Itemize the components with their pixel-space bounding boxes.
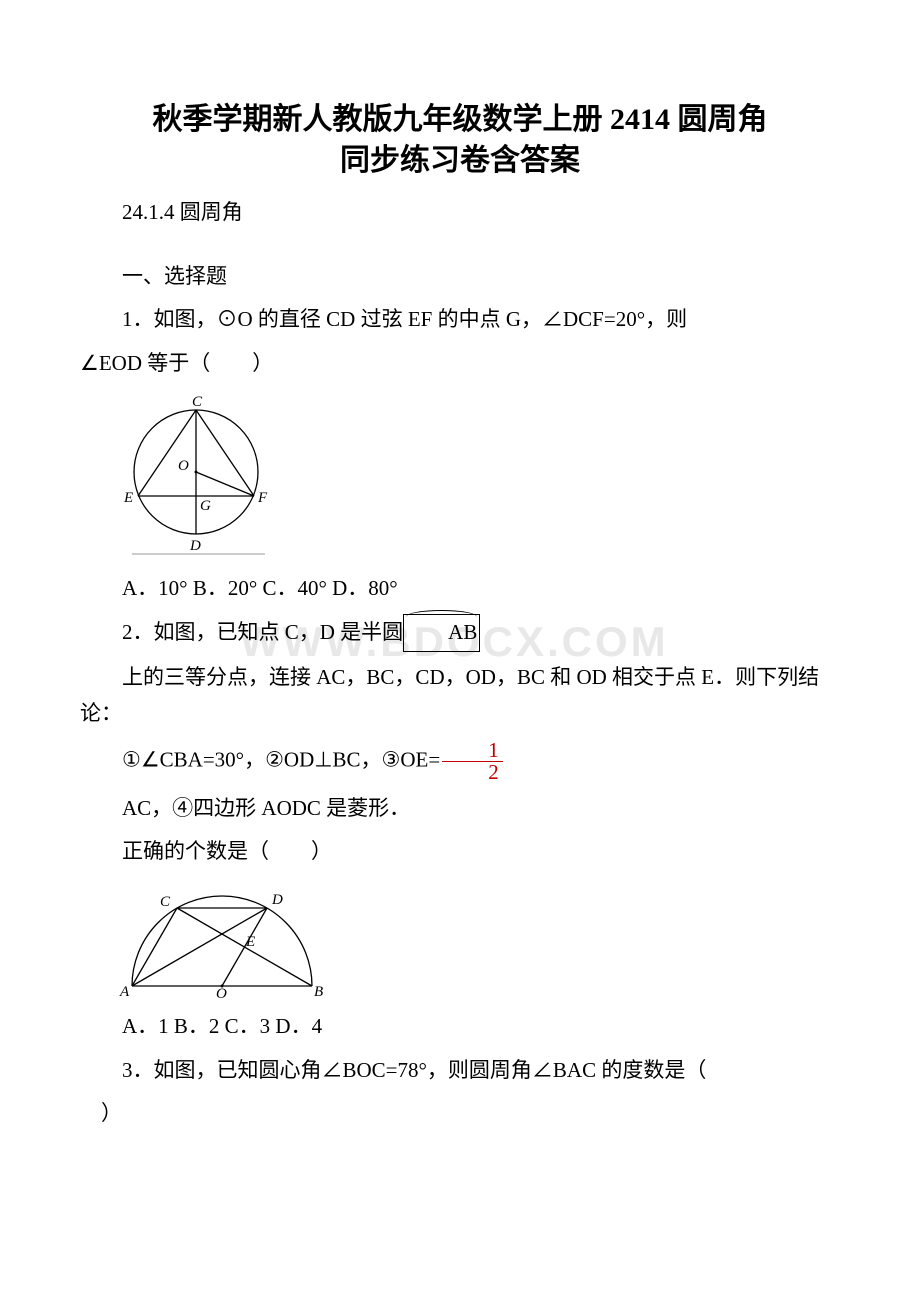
q2-stem-math-line2: AC，④四边形 AODC 是菱形． (80, 791, 840, 827)
arc-AB: AB (403, 614, 480, 652)
frac-num: 1 (442, 740, 503, 762)
svg-text:F: F (257, 490, 268, 506)
q2-figure: A B O C D E (112, 878, 840, 1003)
title-line-2: 同步练习卷含答案 (340, 144, 580, 177)
subtitle: 24.1.4 圆周角 (80, 195, 840, 231)
svg-text:C: C (160, 894, 171, 910)
q2-svg: A B O C D E (112, 878, 332, 998)
q2-options: A．1 B．2 C．3 D．4 (80, 1009, 840, 1045)
q1-svg: C O E F G D (112, 390, 275, 560)
fraction-half: 12 (442, 740, 503, 783)
svg-text:A: A (119, 984, 130, 998)
page-title: 秋季学期新人教版九年级数学上册 2414 圆周角 同步练习卷含答案 (80, 100, 840, 181)
svg-text:C: C (192, 394, 203, 410)
svg-text:O: O (178, 458, 189, 474)
section-heading: 一、选择题 (80, 259, 840, 295)
q1-stem-a: 1．如图，⊙O 的直径 CD 过弦 EF 的中点 G，∠DCF=20°，则 (80, 302, 840, 338)
title-line-1: 秋季学期新人教版九年级数学上册 2414 圆周角 (153, 103, 768, 136)
q3-stem-a: 3．如图，已知圆心角∠BOC=78°，则圆周角∠BAC 的度数是（ (80, 1053, 840, 1089)
q1-figure: C O E F G D (112, 390, 840, 565)
svg-text:E: E (245, 934, 255, 950)
q1-options: A．10° B．20° C．40° D．80° (80, 571, 840, 607)
svg-text:O: O (216, 986, 227, 998)
q2-stem-lead-text: 2．如图，已知点 C，D 是半圆 (122, 620, 403, 644)
svg-text:G: G (200, 498, 211, 514)
svg-text:D: D (271, 892, 283, 908)
q2-stem-math-line1: ①∠CBA=30°，②OD⊥BC，③OE=12 (80, 740, 840, 783)
q3-stem-b: ） (80, 1096, 840, 1132)
frac-den: 2 (442, 762, 503, 783)
svg-text:E: E (123, 490, 133, 506)
q2-stem-lead: 2．如图，已知点 C，D 是半圆AB (80, 614, 840, 652)
q2-stem-mid: 上的三等分点，连接 AC，BC，CD，OD，BC 和 OD 相交于点 E．则下列… (80, 660, 840, 731)
q2-stem-math-a: ①∠CBA=30°，②OD⊥BC，③OE= (122, 747, 440, 771)
svg-text:D: D (189, 538, 201, 554)
svg-text:B: B (314, 984, 323, 998)
q1-stem-b: ∠EOD 等于（ ） (80, 346, 840, 382)
q2-stem-tail: 正确的个数是（ ） (80, 834, 840, 870)
